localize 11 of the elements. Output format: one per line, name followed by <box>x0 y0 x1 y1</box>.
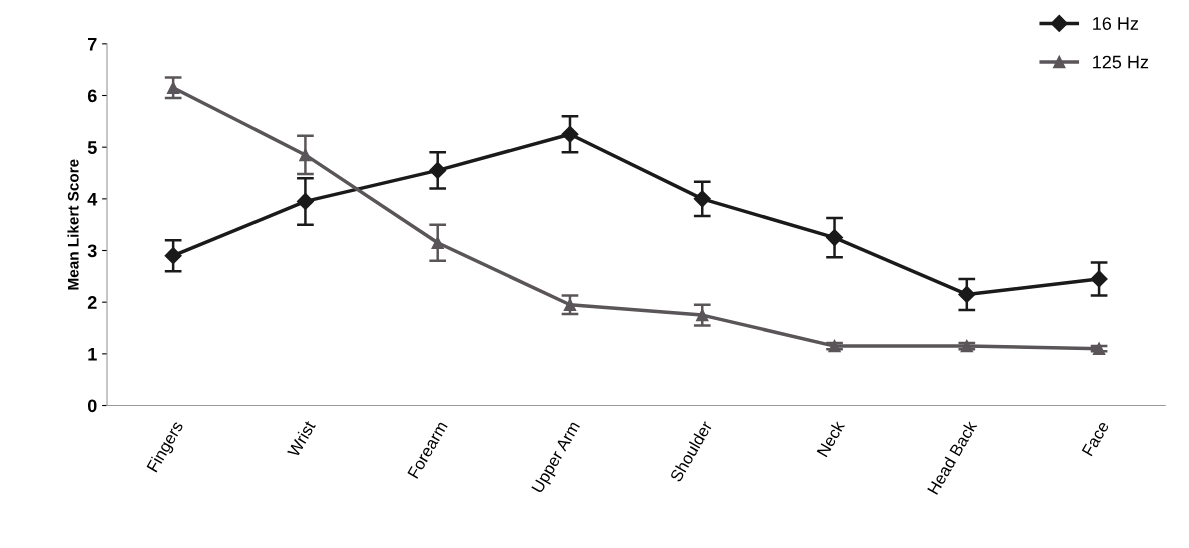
y-tick-label: 2 <box>87 296 97 309</box>
y-tick-label: 4 <box>87 192 98 206</box>
y-tick-label: 3 <box>87 244 97 258</box>
legend-label: 16 Hz <box>1093 17 1139 30</box>
y-tick-label: 7 <box>88 37 97 51</box>
y-axis-title: Mean Likert Score <box>67 159 79 290</box>
y-tick-label: 1 <box>88 347 97 361</box>
y-tick-label: 0 <box>87 399 97 413</box>
y-tick-label: 6 <box>87 89 97 103</box>
y-tick-label: 5 <box>87 141 97 154</box>
legend-label: 125 Hz <box>1093 55 1149 69</box>
